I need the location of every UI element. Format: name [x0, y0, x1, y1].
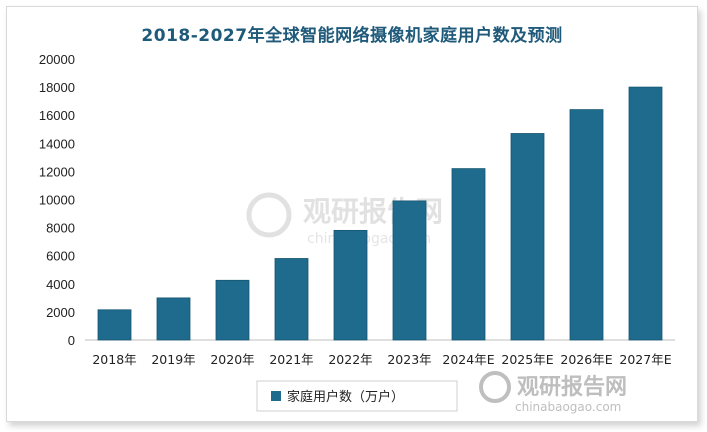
bar: [156, 297, 191, 341]
bar: [97, 309, 132, 341]
watermark-corner-cn: 观研报告网: [517, 375, 627, 400]
x-tick-label: 2021年: [269, 352, 313, 367]
bar: [510, 133, 545, 341]
bar: [392, 200, 427, 341]
watermark-corner-logo-icon: [479, 371, 511, 403]
bar: [628, 86, 663, 341]
watermark-corner-en: chinabaogao.com: [515, 400, 621, 414]
x-tick-label: 2023年: [387, 352, 431, 367]
y-tick-label: 2000: [46, 305, 75, 320]
y-tick-label: 8000: [46, 221, 75, 236]
bar: [451, 168, 486, 341]
bar: [274, 258, 309, 341]
chart-title: 2018-2027年全球智能网络摄像机家庭用户数及预测: [141, 26, 563, 46]
x-tick-label: 2020年: [210, 352, 254, 367]
y-tick-label: 18000: [39, 80, 75, 95]
bar: [333, 229, 368, 341]
legend: 家庭用户数（万户）: [256, 380, 458, 412]
x-tick-label: 2022年: [328, 352, 372, 367]
x-tick-label: 2018年: [92, 352, 136, 367]
legend-label: 家庭用户数（万户）: [287, 389, 404, 405]
x-tick-label: 2027年E: [619, 352, 671, 367]
watermark-logo-icon: [246, 192, 292, 238]
y-tick-label: 4000: [46, 277, 75, 292]
y-tick-label: 10000: [39, 193, 75, 208]
x-tick-label: 2024年E: [442, 352, 494, 367]
y-tick-label: 16000: [39, 108, 75, 123]
y-tick-label: 12000: [39, 164, 75, 179]
bar: [215, 279, 250, 341]
y-tick-label: 6000: [46, 249, 75, 264]
chart-frame: 2018-2027年全球智能网络摄像机家庭用户数及预测 观研报告网 chinab…: [6, 6, 698, 422]
x-tick-label: 2026年E: [560, 352, 612, 367]
bar: [569, 109, 604, 341]
y-tick-label: 20000: [39, 52, 75, 67]
y-tick-label: 0: [68, 333, 75, 348]
bar-chart: 观研报告网 chinabaogao.com 0 2000 4000 6000 8000 1…: [39, 52, 675, 414]
legend-box: [256, 380, 458, 412]
watermark-corner: 观研报告网 chinabaogao.com: [479, 371, 627, 414]
x-axis: 2018年 2019年 2020年 2021年 2022年 2023年 2024年E 2025…: [92, 352, 671, 367]
x-tick-label: 2019年: [151, 352, 195, 367]
x-tick-label: 2025年E: [501, 352, 553, 367]
y-tick-label: 14000: [39, 136, 75, 151]
legend-swatch: [271, 391, 281, 401]
bar-series: [97, 86, 663, 341]
y-axis: 0 2000 4000 6000 8000 10000 12000 14000 16000 180…: [39, 52, 75, 348]
